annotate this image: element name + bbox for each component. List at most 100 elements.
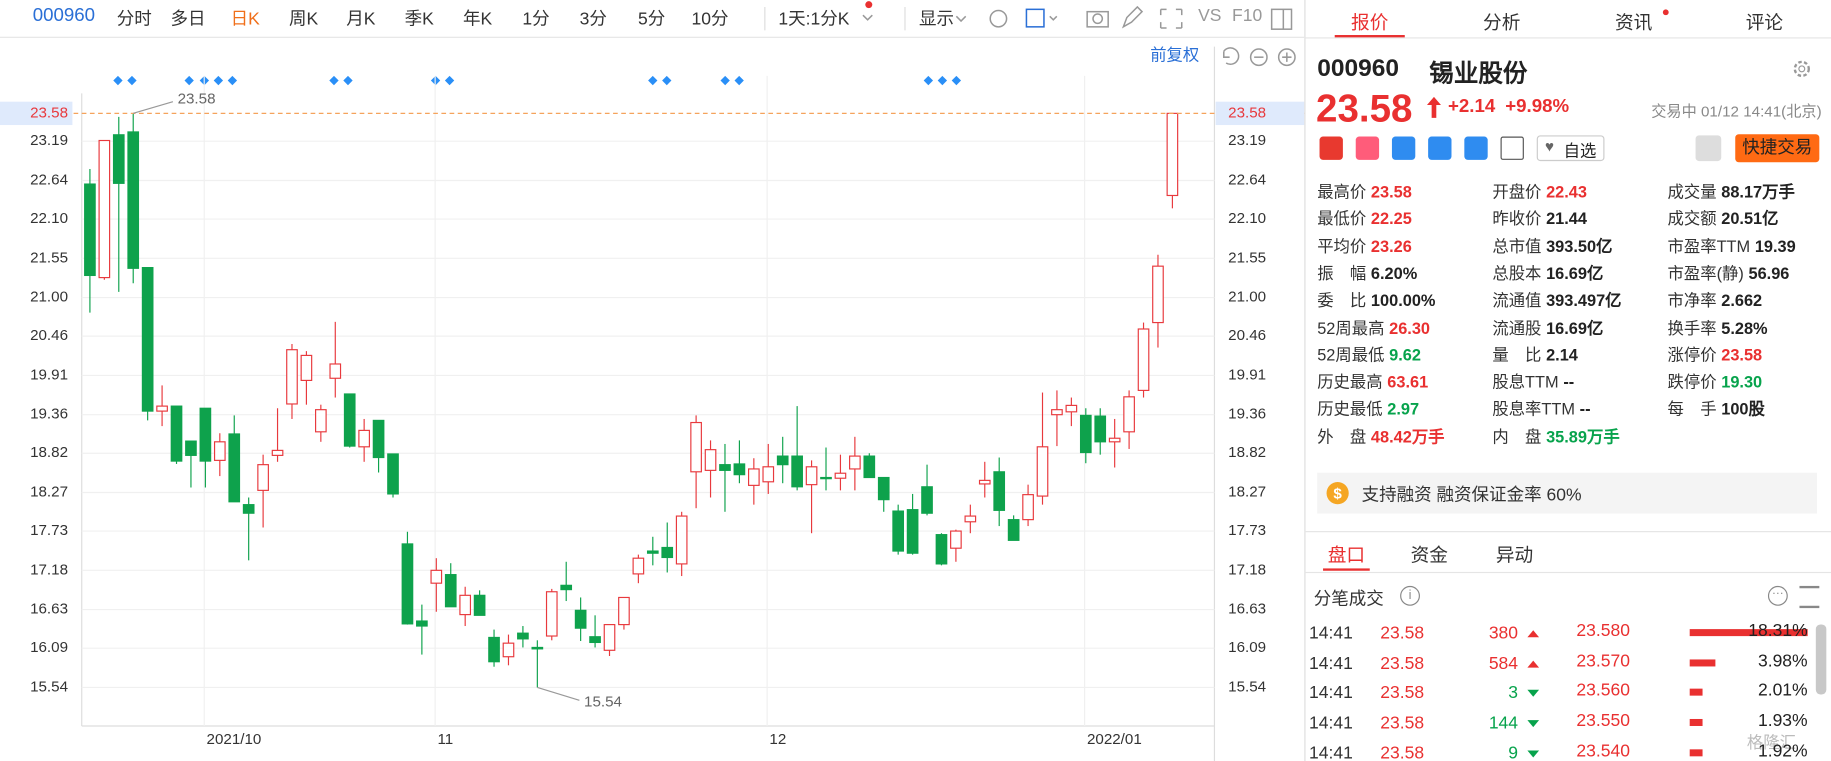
y-tick-label: 20.46 — [30, 327, 68, 344]
y-tick-label: 16.09 — [30, 639, 68, 656]
y-tick-label: 19.91 — [30, 366, 68, 383]
y2-tick-label: 16.09 — [1228, 639, 1266, 656]
toolbar-tab[interactable]: F10 — [1232, 5, 1263, 26]
stat-value: 19.30 — [1721, 372, 1763, 392]
panel-tab[interactable]: 分析 — [1483, 14, 1521, 34]
stat-label: 开盘价 — [1492, 182, 1542, 201]
stat: 昨收价 21.44 — [1492, 207, 1587, 230]
sub-tab[interactable]: 异动 — [1495, 546, 1534, 567]
stat-value: 20.51亿 — [1721, 209, 1779, 228]
panel-tab[interactable]: 报价 — [1351, 14, 1389, 34]
panel-tab[interactable]: 评论 — [1745, 14, 1784, 34]
y-tick-label: 15.54 — [30, 678, 68, 695]
level-pct: 2.01% — [1757, 680, 1808, 701]
stat-value: 16.69亿 — [1546, 263, 1604, 283]
alert-button[interactable] — [1695, 135, 1722, 162]
stat-value: 9.62 — [1389, 345, 1421, 364]
toolbar-tab[interactable]: 1分 — [522, 9, 550, 30]
candle-body — [387, 453, 399, 495]
icon-dollar[interactable] — [1428, 136, 1452, 160]
icon-swap[interactable] — [1391, 136, 1416, 160]
x-tick-label: 2021/10 — [207, 731, 262, 748]
toolbar-tab[interactable]: 5分 — [637, 9, 666, 30]
event-markers — [113, 75, 962, 86]
toolbar-tab[interactable]: 显示 — [918, 9, 955, 30]
info-icon[interactable]: i — [1400, 585, 1420, 606]
stat-value: 23.26 — [1370, 236, 1412, 256]
stat: 股息TTM -- — [1492, 370, 1574, 393]
stat-label: 最低价 — [1317, 209, 1367, 228]
min-label: 15.54 — [584, 694, 622, 711]
candle-body — [315, 409, 327, 433]
stat: 历史最低 2.97 — [1317, 397, 1419, 420]
toolbar-tab[interactable]: 1天:1分K — [778, 9, 850, 30]
y2-tick-label: 17.18 — [1228, 561, 1266, 578]
y2-tick-label: 18.82 — [1228, 444, 1266, 461]
sub-tab[interactable]: 盘口 — [1327, 546, 1366, 567]
level-pct: 3.98% — [1757, 650, 1808, 671]
trade-price: 23.58 — [1380, 713, 1425, 734]
trade-time: 14:41 — [1309, 713, 1353, 734]
candle-body — [791, 455, 803, 488]
stat-value: 100股 — [1721, 399, 1765, 419]
max-pointer — [133, 101, 174, 114]
toolbar-tab[interactable]: 3分 — [579, 9, 607, 30]
trade-arrow — [1527, 630, 1540, 638]
candle-body — [646, 550, 659, 554]
icon-flash[interactable] — [1355, 136, 1380, 160]
list-icon[interactable] — [1799, 585, 1820, 609]
y2-tick-label: 21.00 — [1228, 289, 1266, 306]
stat-label: 成交量 — [1667, 182, 1717, 201]
stat-label: 股息TTM — [1492, 372, 1559, 392]
trade-button[interactable]: 快捷交易 — [1735, 134, 1820, 163]
stat: 成交量 88.17万手 — [1668, 180, 1795, 203]
stat: 历史最高 63.61 — [1317, 370, 1428, 393]
icon-note[interactable] — [1500, 136, 1524, 160]
last-price-box — [0, 101, 73, 126]
toolbar-tab[interactable]: 季K — [404, 9, 434, 30]
stock-code[interactable]: 000960 — [32, 5, 96, 26]
more-icon[interactable]: ··· — [1767, 585, 1788, 606]
stat-label: 历史最低 — [1317, 399, 1383, 419]
stat: 股息率TTM -- — [1492, 397, 1590, 420]
candle-body — [1051, 409, 1063, 416]
toolbar-tab[interactable]: 日K — [230, 9, 260, 30]
stat: 量 比 2.14 — [1492, 343, 1578, 366]
toolbar-icons[interactable] — [862, 5, 1293, 30]
settings-icon[interactable] — [1790, 57, 1813, 80]
watch-button[interactable]: ♥ 自选 — [1536, 135, 1605, 162]
sub-tab[interactable]: 资金 — [1410, 546, 1448, 567]
candle-body — [1108, 437, 1121, 443]
y-tick-label: 19.36 — [30, 406, 68, 423]
chart-controls[interactable] — [1223, 47, 1296, 67]
trade-time: 14:41 — [1309, 623, 1353, 644]
toolbar-tab[interactable]: 分时 — [116, 9, 152, 30]
candle-body — [834, 472, 847, 479]
icon-tag[interactable] — [1464, 136, 1488, 160]
toolbar-tab[interactable]: 多日 — [170, 9, 206, 30]
x-tick-label: 12 — [769, 731, 786, 748]
stat: 成交额 20.51亿 — [1668, 207, 1779, 230]
toolbar-tab[interactable]: 月K — [346, 9, 376, 30]
stat: 市盈率TTM 19.39 — [1668, 234, 1796, 257]
adjust-mode[interactable]: 前复权 — [1150, 46, 1199, 64]
stat-value: 56.96 — [1748, 263, 1790, 283]
candle-body — [574, 609, 587, 629]
toolbar-tab[interactable]: VS — [1198, 5, 1222, 26]
y-tick-label: 23.19 — [30, 132, 68, 149]
icon-cn[interactable] — [1319, 136, 1343, 160]
scrollbar[interactable] — [1815, 624, 1827, 695]
toolbar-tab[interactable]: 10分 — [691, 9, 729, 30]
candle-body — [329, 363, 342, 379]
heart-icon: ♥ — [1544, 137, 1554, 156]
panel-tab[interactable]: 资讯 — [1614, 14, 1653, 34]
stat-value: 21.44 — [1546, 209, 1587, 228]
stat-label: 内 盘 — [1492, 426, 1542, 446]
toolbar-tab[interactable]: 周K — [289, 9, 319, 30]
stat-label: 历史最高 — [1317, 372, 1383, 392]
toolbar-tab[interactable]: 年K — [462, 9, 493, 30]
level-bar — [1689, 689, 1703, 697]
stat-label: 平均价 — [1317, 236, 1367, 256]
trade-price: 23.58 — [1380, 623, 1425, 644]
